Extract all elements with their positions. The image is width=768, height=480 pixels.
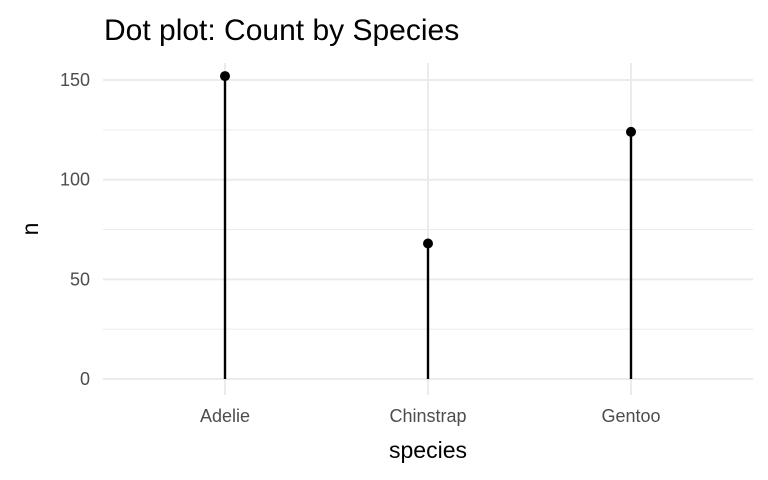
dot-adelie: [220, 71, 230, 82]
data-marks: [220, 71, 636, 379]
y-tick-label: 50: [70, 269, 90, 289]
x-tick-label: Adelie: [200, 406, 250, 426]
y-tick-label: 0: [80, 369, 90, 389]
x-tick-labels: Adelie Chinstrap Gentoo: [200, 406, 661, 426]
dot-chinstrap: [423, 238, 433, 249]
y-axis-title: n: [17, 223, 43, 236]
y-tick-label: 100: [60, 170, 90, 190]
y-tick-labels: 0 50 100 150: [60, 70, 90, 389]
x-tick-label: Chinstrap: [389, 406, 466, 426]
x-axis-title: species: [389, 437, 467, 463]
chart-title: Dot plot: Count by Species: [104, 14, 459, 47]
x-tick-label: Gentoo: [601, 406, 660, 426]
dot-gentoo: [626, 126, 636, 137]
y-tick-label: 150: [60, 70, 90, 90]
